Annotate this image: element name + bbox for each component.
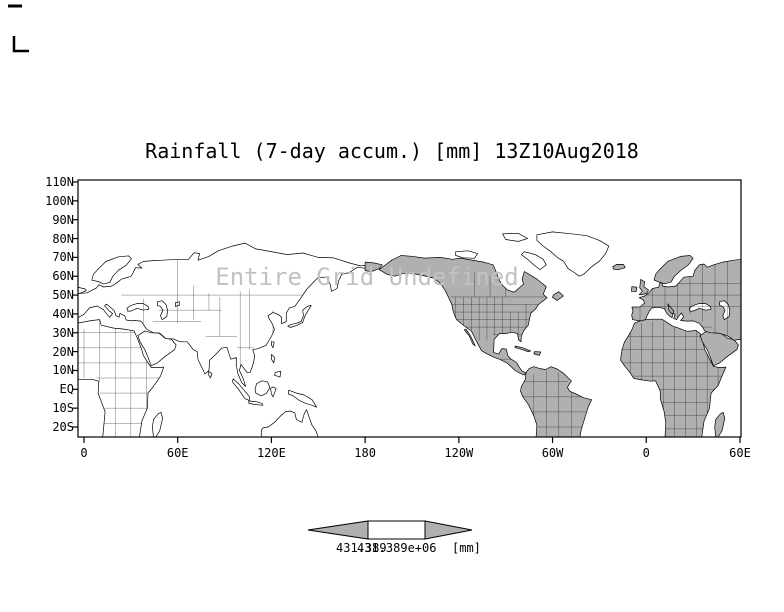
land-new-guinea bbox=[288, 389, 318, 408]
lat-tick-label: EQ bbox=[59, 382, 74, 397]
land-taiwan bbox=[271, 341, 275, 349]
land-africa-left bbox=[78, 319, 165, 437]
lat-tick-label: 60N bbox=[52, 269, 74, 284]
lon-tick-label: 120E bbox=[256, 446, 286, 460]
land-victoria-island bbox=[455, 250, 478, 259]
land-north-america bbox=[378, 255, 548, 376]
lat-tick-label: 10S bbox=[52, 401, 74, 416]
lat-tick-label: 10N bbox=[52, 363, 74, 378]
sea-aral-sea bbox=[175, 301, 180, 307]
world-map-plot bbox=[72, 179, 742, 443]
land-java bbox=[248, 400, 264, 406]
corner-marks bbox=[8, 4, 29, 53]
land-arabia-left bbox=[137, 330, 177, 367]
lon-tick-label: 180 bbox=[354, 446, 376, 460]
corner-mark-bracket bbox=[12, 36, 29, 53]
land-mindanao bbox=[274, 371, 282, 378]
chart-title: Rainfall (7-day accum.) [mm] 13Z10Aug201… bbox=[145, 139, 639, 163]
land-scandinavia bbox=[91, 255, 132, 285]
land-ireland bbox=[631, 286, 638, 293]
land-sumatra bbox=[232, 378, 250, 401]
lat-tick-label: 70N bbox=[52, 250, 74, 265]
lon-tick-label: 60E bbox=[729, 446, 751, 460]
land-greenland bbox=[536, 231, 610, 277]
land-hispaniola bbox=[533, 351, 542, 356]
land-ellesmere bbox=[502, 232, 528, 242]
land-iceland bbox=[612, 264, 626, 270]
land-japan bbox=[287, 305, 312, 328]
colorbar-value-label: 431.389 bbox=[336, 541, 387, 555]
land-scandinavia-right bbox=[653, 255, 694, 285]
land-eurasia bbox=[78, 242, 366, 387]
lat-tick-label: 50N bbox=[52, 288, 74, 303]
sea-caspian-sea bbox=[157, 300, 168, 320]
sea-black-sea-right bbox=[688, 303, 712, 312]
land-cuba bbox=[514, 345, 532, 352]
lat-tick-label: 110N bbox=[45, 175, 74, 189]
land-africa-right bbox=[620, 318, 727, 437]
lat-tick-label: 30N bbox=[52, 325, 74, 340]
land-layer bbox=[78, 231, 741, 437]
plot-frame bbox=[77, 179, 742, 438]
land-uk-left bbox=[78, 286, 87, 295]
sea-caspian-sea-right bbox=[719, 300, 731, 320]
colorbar bbox=[307, 520, 473, 540]
undefined-grid-watermark: Entire Grid Undefined bbox=[215, 263, 519, 291]
borders-europe-right bbox=[631, 261, 741, 341]
lon-tick-label: 0 bbox=[80, 446, 88, 460]
land-baffin bbox=[520, 251, 547, 270]
colorbar-unit-label: [mm] bbox=[452, 541, 481, 555]
lat-tick-label: 20N bbox=[52, 344, 74, 359]
colorbar-middle-box bbox=[367, 520, 426, 540]
land-chukotka bbox=[364, 261, 383, 272]
lat-tick-label: 40N bbox=[52, 306, 74, 321]
land-newfoundland bbox=[552, 291, 564, 301]
land-uk-right bbox=[638, 279, 649, 296]
land-australia bbox=[260, 409, 319, 437]
land-madagascar-right bbox=[714, 411, 726, 437]
lat-tick-label: 80N bbox=[52, 231, 74, 246]
lon-tick-label: 60E bbox=[166, 446, 189, 460]
lat-tick-label: 90N bbox=[52, 212, 74, 227]
land-borneo bbox=[254, 380, 271, 397]
lat-tick-label: 20S bbox=[52, 419, 74, 434]
lon-tick-label: 120W bbox=[444, 446, 474, 460]
land-luzon bbox=[271, 354, 275, 364]
colorbar-right-arrow bbox=[424, 520, 473, 540]
land-south-america bbox=[520, 366, 592, 437]
colorbar-left-arrow bbox=[307, 520, 369, 540]
lon-tick-label: 60W bbox=[541, 446, 564, 460]
land-madagascar-left bbox=[152, 411, 163, 437]
land-sri-lanka bbox=[208, 371, 213, 379]
land-baja bbox=[463, 328, 476, 347]
lat-tick-label: 100N bbox=[45, 193, 74, 208]
lon-tick-label: 0 bbox=[642, 446, 650, 460]
colorbar-value-label: 431.389e+06 bbox=[357, 541, 437, 555]
land-sulawesi bbox=[270, 386, 277, 398]
